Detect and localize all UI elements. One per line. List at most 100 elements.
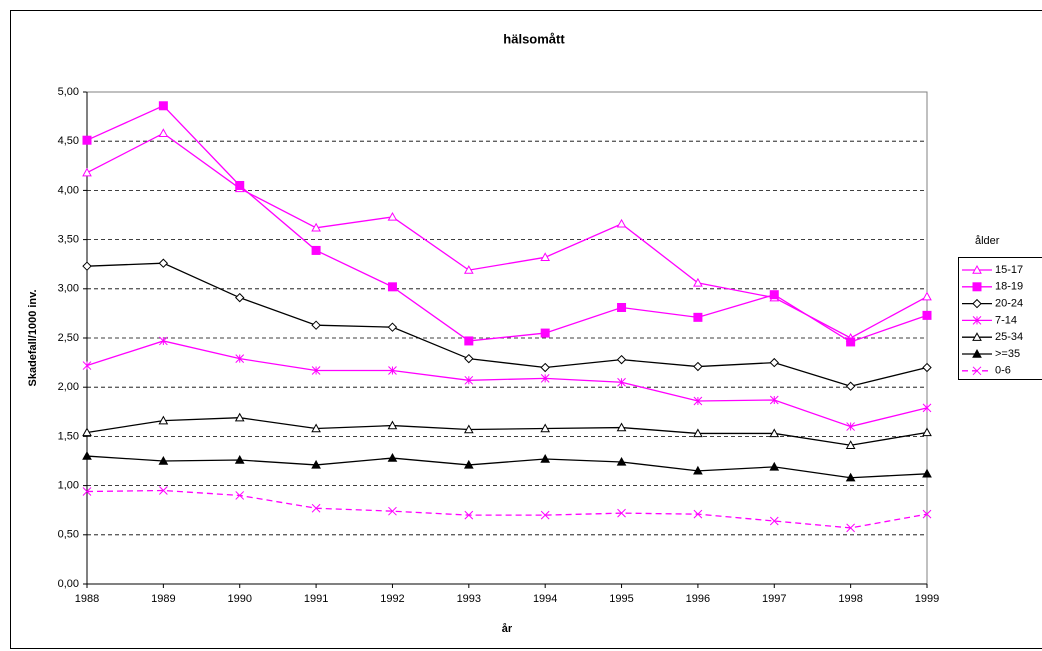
chart-frame [10, 10, 1042, 649]
marker [617, 377, 626, 387]
legend-box [958, 257, 1042, 380]
marker [693, 465, 703, 475]
marker [388, 506, 397, 516]
marker [158, 128, 169, 138]
marker [693, 277, 703, 287]
marker [159, 336, 168, 346]
marker [540, 362, 550, 373]
x-tick-label: 1997 [762, 593, 786, 605]
marker [235, 491, 245, 500]
legend-label: 0-6 [995, 365, 1011, 377]
series-line [86, 417, 928, 446]
series-line [86, 132, 928, 339]
marker [972, 264, 982, 274]
marker [845, 440, 856, 449]
legend-label: 15-17 [995, 264, 1023, 276]
marker [235, 292, 245, 303]
x-tick-label: 1998 [838, 593, 862, 605]
marker [158, 101, 168, 111]
x-tick-label: 1999 [915, 593, 939, 605]
legend-label: >=35 [995, 348, 1020, 360]
marker [922, 427, 932, 437]
marker [693, 396, 703, 406]
marker [769, 516, 779, 526]
marker [616, 456, 627, 466]
marker [617, 302, 627, 312]
marker [235, 180, 245, 190]
y-tick-label: 1,00 [58, 480, 79, 492]
marker [693, 509, 703, 519]
marker [972, 282, 982, 292]
marker [846, 523, 855, 533]
marker [82, 261, 92, 271]
chart-title: hälsomått [503, 31, 565, 46]
marker [158, 455, 169, 465]
marker [616, 218, 627, 228]
marker [82, 487, 92, 496]
x-tick-label: 1990 [227, 593, 251, 605]
marker [82, 451, 92, 460]
marker [922, 291, 932, 301]
y-tick-label: 0,50 [58, 529, 79, 541]
series-line [86, 489, 928, 529]
x-tick-label: 1989 [151, 593, 175, 605]
y-tick-label: 0,00 [58, 578, 79, 590]
marker [769, 395, 779, 405]
series-line [86, 104, 928, 343]
x-tick-label: 1993 [457, 593, 481, 605]
marker [617, 508, 626, 518]
y-tick-label: 5,00 [58, 86, 79, 98]
marker [972, 316, 982, 325]
marker [540, 373, 550, 383]
x-tick-label: 1996 [686, 593, 710, 605]
y-tick-label: 1,50 [58, 430, 79, 442]
marker [387, 282, 397, 292]
marker [769, 428, 780, 438]
marker [540, 454, 551, 463]
series-line [86, 455, 928, 479]
marker [922, 403, 932, 413]
legend-title: ålder [975, 235, 1000, 247]
y-tick-label: 4,00 [58, 184, 79, 196]
marker [464, 510, 474, 520]
marker [922, 310, 932, 320]
marker [540, 252, 551, 262]
marker [845, 472, 856, 482]
marker [311, 503, 321, 513]
marker [922, 509, 932, 519]
marker [234, 454, 245, 464]
x-tick-label: 1992 [380, 593, 404, 605]
marker [158, 415, 169, 425]
marker [769, 357, 779, 368]
marker [158, 258, 169, 268]
marker [845, 381, 856, 391]
y-axis-title: Skadefall/1000 inv. [27, 289, 39, 386]
marker [388, 366, 397, 375]
marker [616, 354, 627, 365]
series-line [86, 340, 928, 428]
marker [540, 423, 551, 433]
marker [82, 361, 92, 370]
marker [540, 328, 550, 338]
marker [693, 312, 703, 322]
x-tick-label: 1995 [609, 593, 633, 605]
x-tick-label: 1994 [533, 593, 557, 605]
marker [387, 420, 398, 430]
legend-label: 25-34 [995, 331, 1023, 343]
y-tick-label: 2,00 [58, 381, 79, 393]
legend-label: 20-24 [995, 298, 1023, 310]
x-axis-title: år [502, 623, 513, 635]
marker [311, 459, 321, 469]
y-tick-label: 4,50 [58, 135, 79, 147]
marker [311, 423, 321, 433]
marker [769, 290, 779, 300]
marker [311, 320, 321, 330]
marker [693, 428, 703, 438]
marker [387, 211, 398, 221]
y-tick-label: 3,50 [58, 234, 79, 246]
legend-label: 18-19 [995, 281, 1023, 293]
marker [311, 366, 321, 375]
marker [463, 424, 474, 434]
marker [846, 337, 856, 347]
